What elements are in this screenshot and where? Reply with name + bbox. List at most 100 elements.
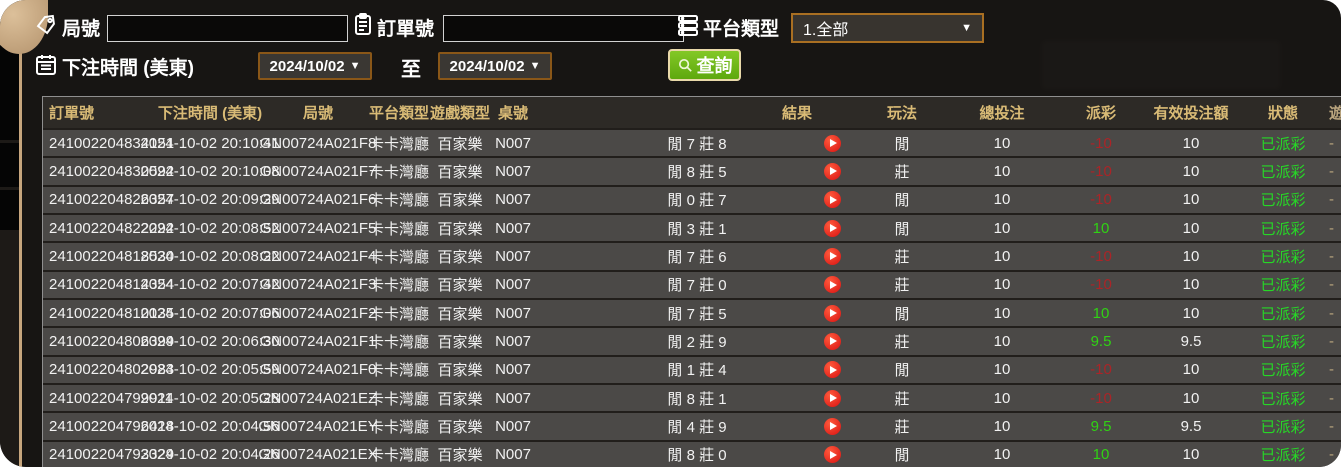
cell-order: 241002204810135 xyxy=(49,304,175,322)
date-to-select[interactable]: 2024/10/02 ▼ xyxy=(438,52,552,80)
replay-icon[interactable] xyxy=(824,332,841,350)
cell-table_no: N007 xyxy=(495,332,531,350)
replay-icon[interactable] xyxy=(824,162,841,180)
tag-icon xyxy=(34,13,58,37)
replay-icon[interactable] xyxy=(824,276,841,294)
cell-game: 百家樂 xyxy=(437,362,483,380)
table-row: 241002204799911 2024-10-02 20:05:28 GN0072… xyxy=(43,382,1341,412)
cell-valid_bet: 10 xyxy=(1182,446,1200,464)
cell-order: 241002204802983 xyxy=(49,361,175,379)
table-row: 241002204802983 2024-10-02 20:05:59 GN0072… xyxy=(43,354,1341,383)
cell-payout: 10 xyxy=(1092,219,1110,237)
table-row: 241002204806399 2024-10-02 20:06:30 GN0072… xyxy=(43,326,1341,355)
cell-total_bet: 10 xyxy=(993,276,1011,294)
cell-result: 閒 0 莊 7 xyxy=(537,187,867,213)
cell-play: 莊 xyxy=(894,277,910,295)
cell-total_bet: 10 xyxy=(993,162,1011,180)
cell-order: 241002204822292 xyxy=(49,219,175,237)
cell-table_no: N007 xyxy=(495,162,531,180)
cell-mode: - xyxy=(1329,219,1334,237)
cell-round: GN00724A021EX xyxy=(258,446,378,464)
cell-payout: 10 xyxy=(1092,304,1110,322)
replay-icon[interactable] xyxy=(824,389,841,407)
cell-status: 已派彩 xyxy=(1260,192,1306,210)
col-header-result: 結果 xyxy=(781,105,812,122)
cell-play: 閒 xyxy=(894,220,910,238)
platform-type-select[interactable]: 1.全部 ▼ xyxy=(791,13,984,43)
date-from-value: 2024/10/02 xyxy=(269,57,345,75)
cell-time: 2024-10-02 20:04:56 xyxy=(140,417,280,435)
cell-round: GN00724A021F3 xyxy=(259,276,377,294)
cell-mode: - xyxy=(1329,304,1334,322)
cell-status: 已派彩 xyxy=(1260,248,1306,266)
cell-valid_bet: 10 xyxy=(1182,304,1200,322)
background-block xyxy=(0,46,19,140)
cell-round: GN00724A021EZ xyxy=(258,389,378,407)
order-no-input[interactable] xyxy=(443,15,684,42)
result-text: 閒 3 莊 1 xyxy=(667,220,727,238)
col-header-game: 遊戲類型 xyxy=(430,105,491,122)
cell-time: 2024-10-02 20:07:42 xyxy=(140,276,280,294)
cell-status: 已派彩 xyxy=(1260,390,1306,408)
platform-icon xyxy=(676,13,700,37)
col-header-total_bet: 總投注 xyxy=(979,105,1025,122)
replay-icon[interactable] xyxy=(824,134,841,152)
cell-round: GN00724A021F4 xyxy=(259,247,377,265)
result-text: 閒 7 莊 8 xyxy=(667,135,727,153)
replay-icon[interactable] xyxy=(824,247,841,265)
cell-status: 已派彩 xyxy=(1260,220,1306,238)
cell-table_no: N007 xyxy=(495,389,531,407)
replay-icon[interactable] xyxy=(824,446,841,464)
cell-result: 閒 8 莊 0 xyxy=(537,442,867,467)
cell-game: 百家樂 xyxy=(437,447,483,465)
date-from-select[interactable]: 2024/10/02 ▼ xyxy=(258,52,372,80)
round-no-input[interactable] xyxy=(107,15,348,42)
replay-icon[interactable] xyxy=(824,417,841,435)
cell-total_bet: 10 xyxy=(993,219,1011,237)
cell-time: 2024-10-02 20:05:59 xyxy=(140,361,280,379)
search-button[interactable]: 查詢 xyxy=(668,49,741,81)
cell-time: 2024-10-02 20:06:30 xyxy=(140,332,280,350)
cell-payout: -10 xyxy=(1090,361,1112,379)
cell-mode: - xyxy=(1329,417,1334,435)
platform-type-label: 平台類型 xyxy=(703,19,780,40)
cell-payout: -10 xyxy=(1090,162,1112,180)
replay-icon[interactable] xyxy=(824,304,841,322)
cell-platform: 卡卡灣廳 xyxy=(368,305,429,323)
cell-payout: 10 xyxy=(1092,446,1110,464)
replay-icon[interactable] xyxy=(824,361,841,379)
cell-status: 已派彩 xyxy=(1260,305,1306,323)
background-block xyxy=(0,190,19,230)
cell-status: 已派彩 xyxy=(1260,447,1306,465)
bet-time-label: 下注時間 (美東) xyxy=(62,58,194,79)
cell-time: 2024-10-02 20:10:41 xyxy=(140,134,280,152)
cell-result: 閒 2 莊 9 xyxy=(537,328,867,354)
cell-order: 241002204814354 xyxy=(49,276,175,294)
date-to-value: 2024/10/02 xyxy=(449,57,525,75)
cell-result: 閒 7 莊 0 xyxy=(537,272,867,298)
cell-table_no: N007 xyxy=(495,247,531,265)
cell-time: 2024-10-02 20:08:52 xyxy=(140,219,280,237)
replay-icon[interactable] xyxy=(824,219,841,237)
cell-order: 241002204793329 xyxy=(49,446,175,464)
cell-play: 閒 xyxy=(894,135,910,153)
col-header-table_no: 桌號 xyxy=(497,105,528,122)
round-no-label: 局號 xyxy=(62,19,101,40)
col-header-round: 局號 xyxy=(302,105,333,122)
cell-order: 241002204799911 xyxy=(49,389,174,407)
cell-mode: - xyxy=(1329,446,1334,464)
cell-time: 2024-10-02 20:08:22 xyxy=(140,247,280,265)
cell-mode: - xyxy=(1329,332,1334,350)
cell-table_no: N007 xyxy=(495,417,531,435)
cell-mode: - xyxy=(1329,276,1334,294)
cell-payout: -10 xyxy=(1090,389,1112,407)
replay-icon[interactable] xyxy=(824,191,841,209)
cell-platform: 卡卡灣廳 xyxy=(368,192,429,210)
cell-play: 莊 xyxy=(894,418,910,436)
cell-game: 百家樂 xyxy=(437,192,483,210)
cell-round: GN00724A021F0 xyxy=(259,361,377,379)
result-text: 閒 2 莊 9 xyxy=(667,333,727,351)
cell-table_no: N007 xyxy=(495,361,531,379)
cell-result: 閒 1 莊 4 xyxy=(537,357,867,383)
table-row: 241002204822292 2024-10-02 20:08:52 GN0072… xyxy=(43,212,1341,242)
